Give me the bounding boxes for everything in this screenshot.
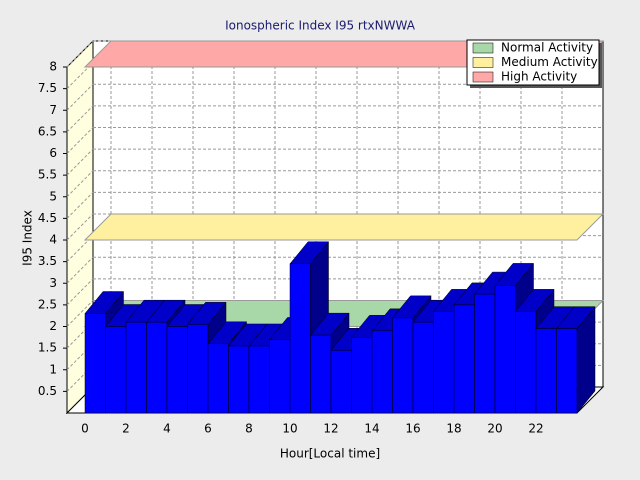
legend-label: Normal Activity [501,41,593,55]
grid-line [66,256,94,284]
y-tick-label: 1.5 [38,341,57,355]
grid-line [66,300,94,327]
bar [310,334,332,414]
grid-line [66,105,94,133]
grid-line [66,213,94,241]
x-tick-label: 10 [282,422,297,436]
grid-line [66,192,94,219]
bar [207,343,229,414]
bar [351,337,373,414]
x-tick-label: 4 [163,422,171,436]
grid-line [66,127,94,154]
legend-label: High Activity [501,70,577,84]
x-tick-label: 0 [81,422,89,436]
bar [453,304,475,414]
bar [146,321,168,414]
grid-line [66,83,94,111]
grid-line [66,170,94,198]
bar [84,313,106,414]
y-tick-label: 5.5 [38,168,57,182]
grid-line [66,278,94,306]
y-tick-label: 7.5 [38,81,57,95]
y-tick-label: 4 [49,233,57,247]
bar [228,345,250,414]
x-tick-label: 2 [122,422,130,436]
bar [474,293,496,414]
x-tick-label: 20 [487,422,502,436]
y-tick-label: 2.5 [38,297,57,311]
bar [105,326,127,414]
bar [515,311,537,414]
y-tick-label: 6.5 [38,124,57,138]
x-tick-label: 6 [204,422,212,436]
x-tick-label: 12 [323,422,338,436]
y-tick-label: 3 [49,276,57,290]
bar [412,321,434,414]
x-tick-label: 8 [245,422,253,436]
bar [166,326,188,414]
bar [125,321,147,414]
grid-line [66,40,94,68]
band-plane [83,213,605,241]
legend-swatch [472,71,494,83]
y-tick-label: 6 [49,146,57,160]
grid-line [66,148,94,176]
x-tick-label: 22 [528,422,543,436]
y-tick-label: 8 [49,60,57,74]
bar [433,311,455,414]
y-tick-label: 1 [49,362,57,376]
bar [535,328,557,414]
legend-swatch [472,57,494,68]
chart-title: Ionospheric Index I95 rtxNWWA [225,19,416,33]
bar [556,328,578,414]
y-tick-label: 7 [49,103,57,117]
bar [371,330,393,414]
bar [289,263,311,414]
y-axis-label: I95 Index [21,210,35,266]
y-tick-label: 0.5 [38,384,57,398]
y-tick-label: 4.5 [38,211,57,225]
bar [494,285,516,414]
y-tick-label: 5 [49,189,57,203]
bar [269,339,291,414]
x-tick-label: 18 [446,422,461,436]
bar [330,350,352,414]
x-tick-label: 14 [364,422,379,436]
x-tick-label: 16 [405,422,420,436]
bar [392,317,414,414]
legend-swatch [472,42,494,54]
y-tick-label: 3.5 [38,254,57,268]
legend-label: Medium Activity [501,55,598,69]
bar [248,345,270,414]
y-tick-label: 2 [49,319,57,333]
x-axis-label: Hour[Local time] [280,447,380,461]
bar [187,324,209,414]
